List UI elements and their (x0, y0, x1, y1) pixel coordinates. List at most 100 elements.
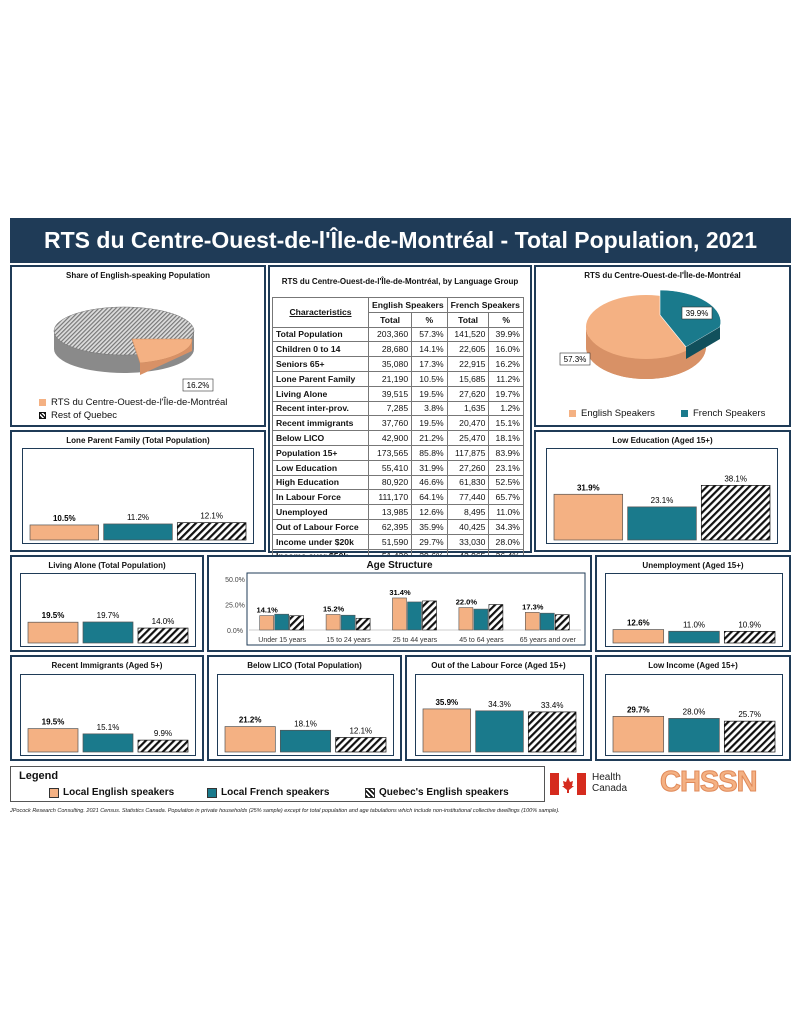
language-legend-label-english: English Speakers (581, 408, 655, 419)
table-row: High Education 80,920 46.6% 61,830 52.5% (272, 474, 524, 491)
legend: Legend Local English speakers Local Fren… (10, 766, 545, 802)
bar-french (103, 523, 173, 541)
table-title: RTS du Centre-Ouest-de-l'Île-de-Montréal… (281, 277, 519, 286)
share-legend-label-rts: RTS du Centre-Ouest-de-l'Île-de-Montréal (51, 397, 228, 408)
table-cell-en-pct: 10.5% (411, 370, 448, 387)
age-bar-quebec (355, 617, 371, 631)
table-cell-en-total: 7,285 (367, 400, 413, 417)
table-cell-fr-pct: 83.9% (488, 444, 524, 461)
age-category-label: 45 to 64 years (459, 637, 504, 644)
table-row: Unemployed 13,985 12.6% 8,495 11.0% (272, 504, 524, 520)
age-bar-english (325, 614, 341, 631)
bar-label-english: 31.9% (577, 483, 600, 492)
table-cell-fr-total: 25,470 (446, 430, 490, 446)
age-bar-english (458, 607, 474, 631)
table-cell-en-total: 42,900 (367, 430, 413, 446)
table-cell-en-pct: 19.5% (411, 385, 448, 402)
table-cell-en-total: 13,985 (367, 504, 413, 520)
language-legend-swatch-french (681, 410, 688, 417)
bar-label-quebec: 38.1% (724, 474, 747, 483)
table-cell-fr-total: 27,260 (446, 459, 490, 476)
table-header-english: English Speakers (368, 297, 448, 313)
age-bar-french (539, 612, 555, 631)
age-bar-label: 15.2% (323, 604, 345, 613)
share-panel-title: Share of English-speaking Population (65, 271, 210, 280)
language-legend-label-french: French Speakers (693, 408, 766, 419)
bar-label-quebec: 25.7% (738, 710, 761, 719)
bar-french (82, 621, 134, 644)
low-income-panel: Low Income (Aged 15+) 29.7% 28.0% 25.7% (595, 655, 791, 761)
table-cell-fr-pct: 18.1% (488, 430, 524, 446)
legend-item-english: Local English speakers (49, 787, 174, 798)
table-row: Children 0 to 14 28,680 14.1% 22,605 16.0% (272, 341, 524, 358)
table-cell-label: Population 15+ (272, 444, 369, 461)
age-bar-french (407, 601, 422, 631)
table-subheader-fr-pct: % (488, 311, 524, 328)
share-pie-chart: 16.2% (53, 306, 214, 392)
health-canada-line2: Canada (592, 783, 628, 794)
bar-quebec (176, 522, 247, 541)
out-of-labour-panel: Out of the Labour Force (Aged 15+) 35.9%… (405, 655, 592, 761)
infographic: RTS du Centre-Ouest-de-l'Île-de-Montréal… (10, 218, 791, 820)
table-cell-en-total: 35,080 (367, 356, 413, 372)
table-cell-label: Living Alone (272, 385, 369, 402)
table-cell-label: Unemployed (272, 504, 369, 520)
health-canada-line1: Health (592, 772, 621, 783)
table-cell-fr-pct: 39.9% (488, 326, 524, 343)
bar-label-quebec: 12.1% (349, 726, 372, 735)
low-education-panel: Low Education (Aged 15+) 31.9% 23.1% 38.1% (534, 430, 791, 552)
age-ytick-label: 25.0% (225, 603, 245, 610)
low-income-title: Low Income (Aged 15+) (648, 661, 738, 670)
age-category-label: 15 to 24 years (326, 637, 371, 644)
table-row: Below LICO 42,900 21.2% 25,470 18.1% (272, 430, 524, 446)
bar-quebec (335, 737, 387, 753)
table-cell-en-pct: 64.1% (411, 489, 448, 506)
lone-parent-panel: Lone Parent Family (Total Population) 10… (10, 430, 266, 552)
low-education-title: Low Education (Aged 15+) (612, 436, 713, 445)
table-row: Low Education 55,410 31.9% 27,260 23.1% (272, 459, 524, 476)
recent-immigrants-title: Recent Immigrants (Aged 5+) (51, 661, 163, 670)
age-bar-label: 22.0% (456, 598, 478, 607)
language-legend-english: English Speakers (569, 408, 655, 419)
age-bar-french (274, 613, 289, 631)
age-bar-english (259, 615, 275, 631)
bar-label-english: 29.7% (627, 705, 650, 714)
age-bar-french (340, 614, 356, 631)
low-education-chart: 31.9% 23.1% 38.1% (546, 448, 778, 544)
low-income-chart: 29.7% 28.0% 25.7% (605, 674, 783, 756)
footnote: JPocock Research Consulting. 2021 Census… (10, 808, 560, 814)
table-subheader-en-total: Total (367, 311, 413, 328)
bar-label-french: 19.7% (97, 611, 120, 620)
table-cell-en-pct: 31.9% (411, 459, 448, 476)
bar-label-english: 10.5% (53, 514, 76, 523)
age-category-label: 25 to 44 years (393, 637, 438, 644)
bar-label-english: 19.5% (42, 611, 65, 620)
bar-english (224, 726, 276, 753)
chssn-logo: CHSSN (660, 766, 759, 799)
age-bar-english (524, 612, 540, 631)
bar-label-quebec: 14.0% (152, 617, 175, 626)
table-row: Total Population 203,360 57.3% 141,520 39.9% (272, 326, 524, 343)
bar-label-french: 15.1% (97, 723, 120, 732)
bar-label-french: 11.0% (683, 620, 705, 629)
bar-french (668, 718, 720, 753)
table-cell-fr-pct: 16.2% (488, 356, 524, 372)
language-panel: RTS du Centre-Ouest-de-l'Île-de-Montréal… (534, 265, 791, 427)
table-cell-fr-pct: 15.1% (488, 415, 524, 432)
table-cell-fr-total: 1,635 (446, 400, 490, 417)
table-row: Out of Labour Force 62,395 35.9% 40,425 34.3… (272, 518, 524, 535)
bar-quebec (700, 485, 771, 541)
table-cell-en-pct: 19.5% (411, 415, 448, 432)
table-subheader-en-pct: % (411, 311, 448, 328)
bar-quebec (137, 739, 189, 753)
table-cell-en-pct: 21.2% (411, 430, 448, 446)
below-lico-chart: 21.2% 18.1% 12.1% (217, 674, 394, 756)
table-cell-en-pct: 57.3% (411, 326, 448, 343)
table-cell-fr-pct: 11.2% (488, 370, 524, 387)
table-cell-fr-total: 27,620 (446, 385, 490, 402)
table-row: Lone Parent Family 21,190 10.5% 15,685 11.2% (272, 370, 524, 387)
lone-parent-chart: 10.5% 11.2% 12.1% (22, 448, 254, 544)
lone-parent-title: Lone Parent Family (Total Population) (66, 436, 210, 445)
legend-label-english: Local English speakers (63, 787, 175, 798)
legend-item-quebec: Quebec's English speakers (365, 787, 509, 798)
